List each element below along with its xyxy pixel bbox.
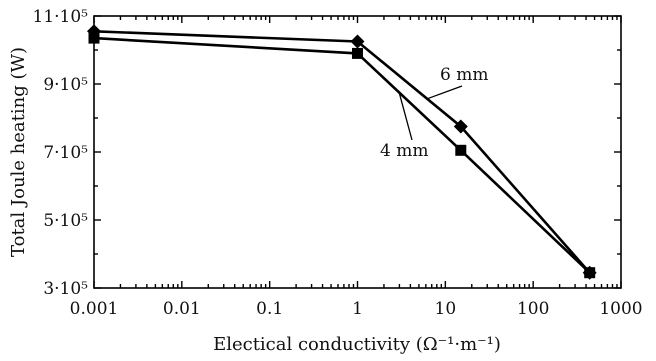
x-tick-label: 100	[517, 299, 549, 319]
x-tick-label: 1	[352, 299, 363, 319]
square-marker	[352, 47, 363, 59]
annotations: 6 mm 4 mm	[380, 65, 488, 161]
x-tick-label: 0.01	[163, 299, 201, 319]
diamond-marker	[350, 34, 365, 49]
annotation-4mm-leader	[398, 92, 413, 141]
y-tick-labels: 3·10⁵ 5·10⁵ 7·10⁵ 9·10⁵ 11·10⁵	[33, 7, 89, 299]
x-axis-label: Electical conductivity (Ω⁻¹·m⁻¹)	[213, 334, 501, 355]
axis-ticks	[93, 15, 622, 289]
series-line	[93, 36, 591, 274]
y-tick-label: 7·10⁵	[43, 143, 88, 163]
y-tick-label: 5·10⁵	[43, 211, 88, 231]
annotation-4mm: 4 mm	[380, 141, 428, 161]
x-tick-label: 1000	[599, 299, 642, 319]
y-axis-label: Total Joule heating (W)	[8, 47, 29, 257]
x-tick-label: 0.1	[256, 299, 283, 319]
annotation-6mm-leader	[426, 85, 463, 100]
series-layer	[87, 24, 597, 280]
y-tick-label: 9·10⁵	[43, 75, 88, 95]
x-tick-label: 10	[435, 299, 457, 319]
x-tick-labels: 0.001 0.01 0.1 1 10 100 1000	[70, 299, 643, 319]
annotation-6mm: 6 mm	[440, 65, 488, 85]
series-6-mm	[87, 24, 597, 280]
square-marker	[584, 267, 596, 279]
series-line	[93, 30, 591, 274]
diamond-marker	[453, 119, 468, 134]
series-4-mm	[88, 32, 596, 279]
square-marker	[88, 32, 100, 44]
y-tick-label: 3·10⁵	[43, 279, 88, 299]
x-tick-label: 0.001	[70, 299, 119, 319]
square-marker	[455, 144, 467, 156]
y-tick-label: 11·10⁵	[33, 7, 89, 27]
